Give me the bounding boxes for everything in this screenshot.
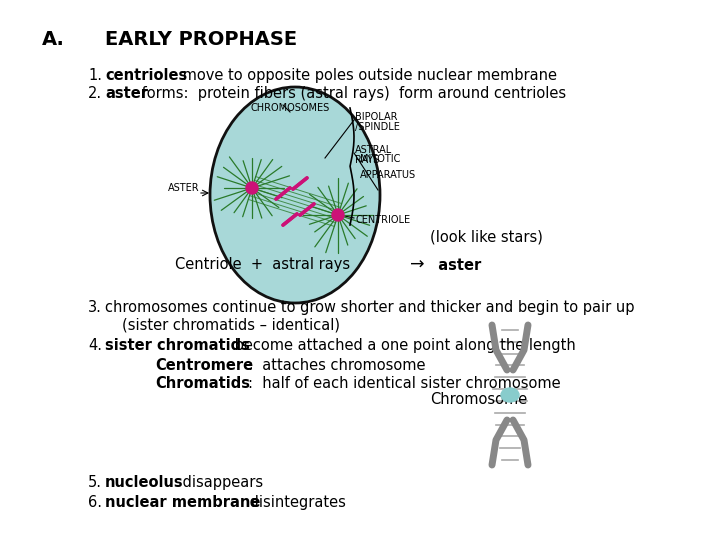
Text: aster: aster [428, 258, 481, 273]
Text: move to opposite poles outside nuclear membrane: move to opposite poles outside nuclear m… [178, 68, 557, 83]
Text: 5.: 5. [88, 475, 102, 490]
Text: CENTRIOLE: CENTRIOLE [355, 215, 410, 225]
Text: /SPINDLE: /SPINDLE [355, 122, 400, 132]
Text: EARLY PROPHASE: EARLY PROPHASE [105, 30, 297, 49]
Text: Centriole  +  astral rays: Centriole + astral rays [175, 258, 359, 273]
Text: 4.: 4. [88, 338, 102, 353]
Text: 3.: 3. [88, 300, 102, 315]
Text: A.: A. [42, 30, 65, 49]
Text: (sister chromatids – identical): (sister chromatids – identical) [122, 318, 340, 333]
Text: sister chromatids: sister chromatids [105, 338, 250, 353]
Text: CHROMOSOMES: CHROMOSOMES [251, 103, 330, 113]
Text: nucleolus: nucleolus [105, 475, 184, 490]
Text: chromosomes continue to grow shorter and thicker and begin to pair up: chromosomes continue to grow shorter and… [105, 300, 634, 315]
Text: become attached a one point along the length: become attached a one point along the le… [230, 338, 576, 353]
Text: 2.: 2. [88, 86, 102, 101]
Text: Chromosome: Chromosome [430, 393, 527, 408]
Text: Centromere: Centromere [155, 358, 253, 373]
Text: RAYS: RAYS [355, 155, 379, 165]
Text: 1.: 1. [88, 68, 102, 83]
Text: ASTRAL: ASTRAL [355, 145, 392, 155]
Text: Chromatids: Chromatids [155, 376, 250, 391]
Text: :  attaches chromosome: : attaches chromosome [248, 358, 426, 373]
Circle shape [332, 209, 344, 221]
Circle shape [246, 182, 258, 194]
Text: APPARATUS: APPARATUS [360, 170, 416, 179]
Text: :  half of each identical sister chromosome: : half of each identical sister chromoso… [248, 376, 561, 391]
Ellipse shape [210, 87, 380, 303]
Text: ASTER: ASTER [168, 183, 199, 193]
Text: forms:  protein fibers (astral rays)  form around centrioles: forms: protein fibers (astral rays) form… [137, 86, 566, 101]
Text: 6.: 6. [88, 495, 102, 510]
Text: disintegrates: disintegrates [245, 495, 346, 510]
Text: MITOTIC: MITOTIC [360, 153, 400, 164]
Text: BIPOLAR: BIPOLAR [355, 112, 397, 122]
Text: disappears: disappears [178, 475, 263, 490]
Text: aster: aster [105, 86, 148, 101]
Ellipse shape [501, 388, 519, 402]
Text: (look like stars): (look like stars) [430, 230, 543, 245]
Text: nuclear membrane: nuclear membrane [105, 495, 261, 510]
Text: centrioles: centrioles [105, 68, 187, 83]
Text: →: → [410, 256, 425, 274]
